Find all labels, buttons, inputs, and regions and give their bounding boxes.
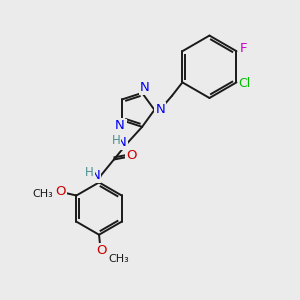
- Text: Cl: Cl: [239, 77, 251, 90]
- Text: N: N: [116, 120, 126, 133]
- Text: N: N: [114, 119, 124, 132]
- Text: H: H: [112, 134, 120, 147]
- Text: CH₃: CH₃: [32, 189, 53, 199]
- Text: O: O: [56, 185, 66, 198]
- Text: H: H: [85, 166, 94, 179]
- Text: O: O: [126, 149, 136, 162]
- Text: N: N: [90, 169, 100, 182]
- Text: N: N: [155, 103, 165, 116]
- Text: N: N: [140, 81, 150, 94]
- Text: N: N: [117, 136, 127, 149]
- Text: N: N: [155, 103, 165, 116]
- Text: CH₃: CH₃: [108, 254, 129, 264]
- Text: O: O: [97, 244, 107, 257]
- Text: F: F: [239, 42, 247, 55]
